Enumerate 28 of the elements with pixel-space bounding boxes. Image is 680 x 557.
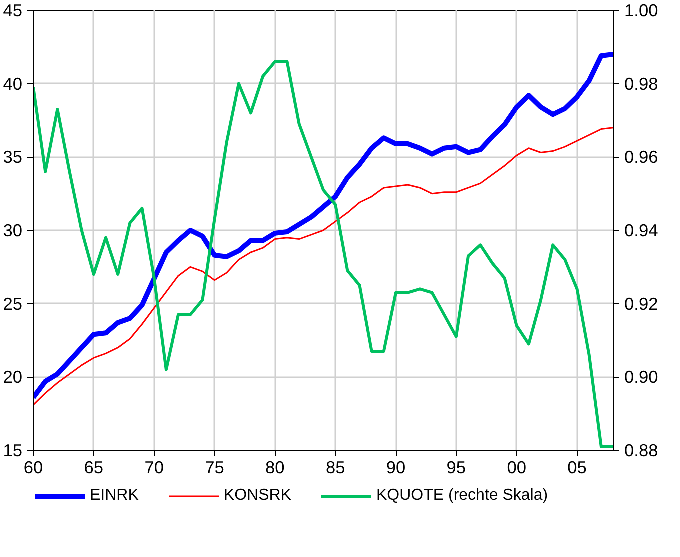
line-series (34, 127, 614, 406)
x-tick-label: 90 (386, 458, 406, 478)
y-tick-label: 45 (3, 0, 23, 20)
y-tick-label: 35 (3, 147, 23, 168)
legend-label: KQUOTE (rechte Skala) (376, 487, 548, 505)
y2-tick-label: 0.94 (624, 220, 659, 240)
y-tick-label: 20 (3, 367, 23, 388)
y2-tick-label: 1.00 (624, 0, 658, 20)
legend-label: EINRK (90, 487, 139, 505)
x-tick-label: 60 (24, 458, 44, 478)
y2-tick-label: 0.88 (624, 440, 658, 460)
x-tick-label: 65 (84, 458, 104, 478)
x-tick-label: 95 (446, 458, 466, 478)
x-tick-label: 80 (266, 458, 285, 478)
y-tick-label: 40 (3, 74, 23, 94)
y-tick-label: 30 (3, 220, 23, 240)
y2-tick-label: 0.98 (624, 74, 658, 94)
x-tick-label: 70 (144, 458, 164, 478)
x-tick-label: 85 (326, 458, 346, 478)
x-tick-label: 75 (205, 458, 224, 478)
y-tick-label: 25 (3, 294, 23, 314)
legend-label: KONSRK (224, 487, 292, 505)
y-tick-label: 15 (3, 440, 23, 460)
x-tick-label: 00 (507, 458, 526, 478)
y2-tick-label: 0.90 (624, 367, 658, 388)
y2-tick-label: 0.92 (624, 294, 658, 314)
y2-tick-label: 0.96 (624, 147, 658, 168)
x-tick-label: 05 (568, 458, 587, 478)
